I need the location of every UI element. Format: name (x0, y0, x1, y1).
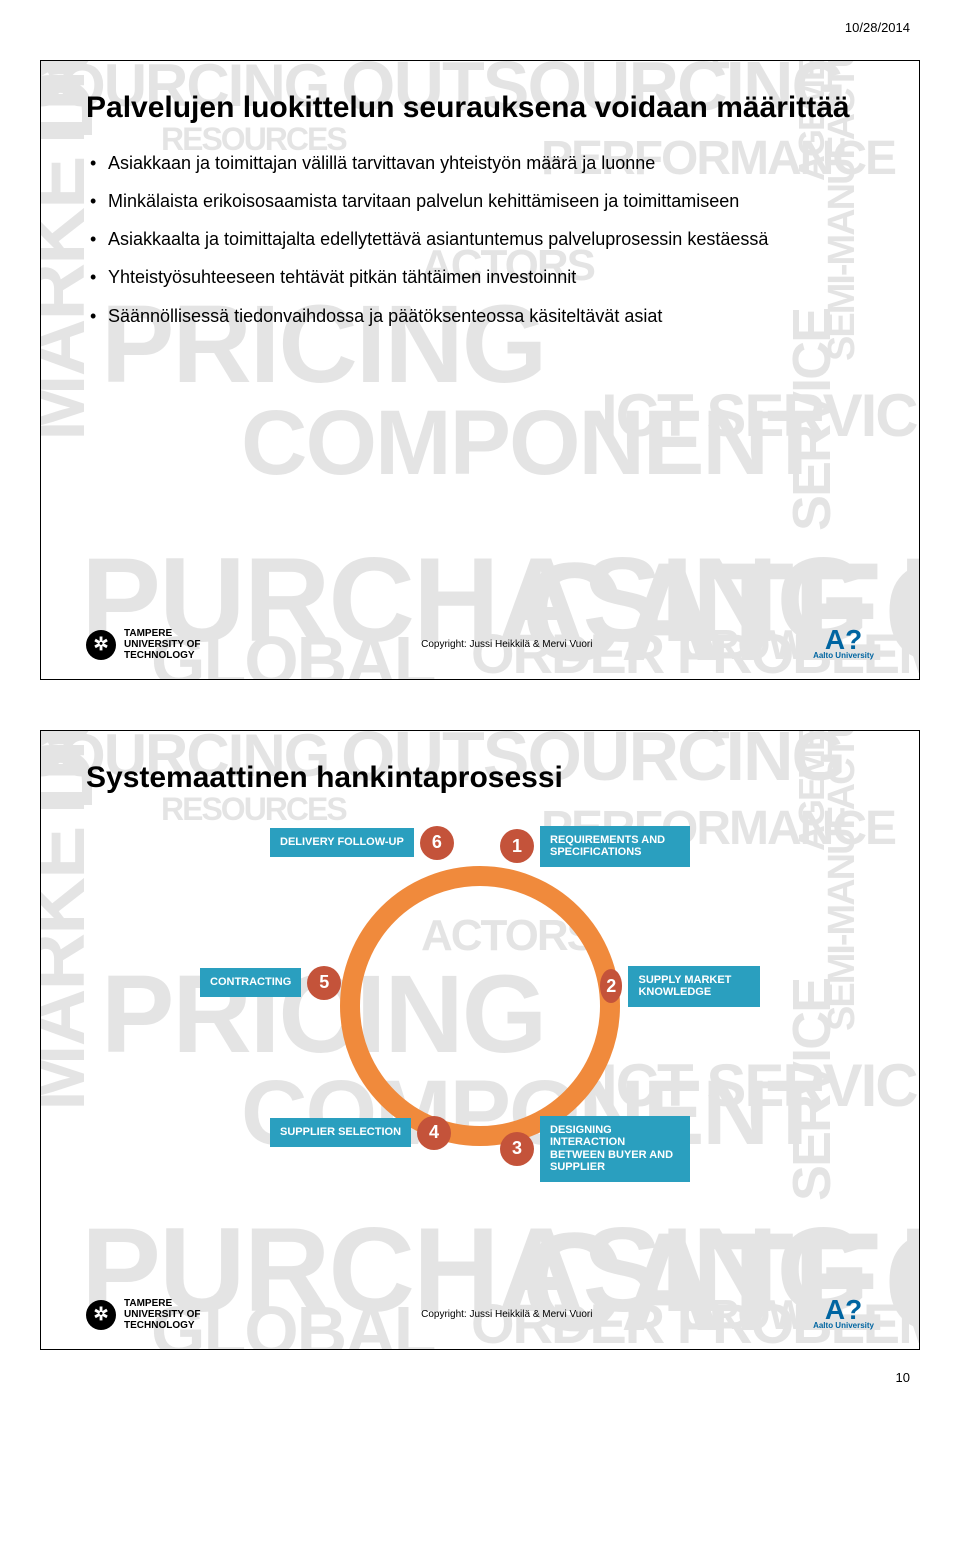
slide-footer: ✲ TAMPEREUNIVERSITY OFTECHNOLOGY Copyrig… (41, 1298, 919, 1331)
tut-logo: ✲ TAMPEREUNIVERSITY OFTECHNOLOGY (86, 1298, 201, 1331)
step-1: 1 REQUIREMENTS AND SPECIFICATIONS (500, 826, 690, 867)
slide1-bullets: Asiakkaan ja toimittajan välillä tarvitt… (86, 151, 874, 328)
tut-label: TAMPEREUNIVERSITY OFTECHNOLOGY (124, 1298, 201, 1331)
step-label: CONTRACTING (200, 968, 301, 997)
ring-shape (340, 866, 620, 1146)
step-4: 4 SUPPLIER SELECTION (270, 1116, 451, 1150)
tut-logo: ✲ TAMPEREUNIVERSITY OFTECHNOLOGY (86, 628, 201, 661)
step-6: 6 DELIVERY FOLLOW-UP (270, 826, 454, 860)
page-number: 10 (40, 1370, 920, 1385)
slide-1: SOURCINGOUTSOURCINGKIBSDO-OR-BUYRESOURCE… (40, 60, 920, 680)
slide-2: SOURCINGOUTSOURCINGKIBSDO-OR-BUYRESOURCE… (40, 730, 920, 1350)
step-5: 5 CONTRACTING (200, 966, 341, 1000)
slide2-title: Systemaattinen hankintaprosessi (86, 761, 874, 796)
slide1-title: Palvelujen luokittelun seurauksena voida… (86, 91, 874, 126)
page-date: 10/28/2014 (40, 20, 920, 35)
step-number: 4 (417, 1116, 451, 1150)
aalto-label: Aalto University (813, 651, 874, 660)
step-2: 2 SUPPLY MARKET KNOWLEDGE (600, 966, 760, 1007)
step-number: 5 (307, 966, 341, 1000)
gear-icon: ✲ (86, 630, 116, 660)
step-label: REQUIREMENTS AND SPECIFICATIONS (540, 826, 690, 867)
aalto-mark-icon: A? (825, 1299, 862, 1321)
step-label: SUPPLY MARKET KNOWLEDGE (628, 966, 760, 1007)
copyright-text: Copyright: Jussi Heikkilä & Mervi Vuori (421, 639, 592, 650)
bullet-item: Asiakkaalta ja toimittajalta edellytettä… (86, 227, 874, 251)
step-number: 2 (600, 969, 622, 1003)
tut-label: TAMPEREUNIVERSITY OFTECHNOLOGY (124, 628, 201, 661)
bullet-item: Yhteistyösuhteeseen tehtävät pitkän täht… (86, 265, 874, 289)
step-number: 3 (500, 1132, 534, 1166)
step-label: SUPPLIER SELECTION (270, 1118, 411, 1147)
process-ring-diagram: 1 REQUIREMENTS AND SPECIFICATIONS 2 SUPP… (200, 826, 760, 1186)
aalto-label: Aalto University (813, 1321, 874, 1330)
aalto-logo: A? Aalto University (813, 1299, 874, 1330)
bullet-item: Asiakkaan ja toimittajan välillä tarvitt… (86, 151, 874, 175)
step-number: 6 (420, 826, 454, 860)
step-label: DELIVERY FOLLOW-UP (270, 828, 414, 857)
bullet-item: Säännöllisessä tiedonvaihdossa ja päätök… (86, 304, 874, 328)
bullet-item: Minkälaista erikoisosaamista tarvitaan p… (86, 189, 874, 213)
step-3: 3 DESIGNING INTERACTION BETWEEN BUYER AN… (500, 1116, 690, 1183)
aalto-logo: A? Aalto University (813, 629, 874, 660)
gear-icon: ✲ (86, 1300, 116, 1330)
slide-footer: ✲ TAMPEREUNIVERSITY OFTECHNOLOGY Copyrig… (41, 628, 919, 661)
step-number: 1 (500, 829, 534, 863)
copyright-text: Copyright: Jussi Heikkilä & Mervi Vuori (421, 1309, 592, 1320)
step-label: DESIGNING INTERACTION BETWEEN BUYER AND … (540, 1116, 690, 1183)
aalto-mark-icon: A? (825, 629, 862, 651)
